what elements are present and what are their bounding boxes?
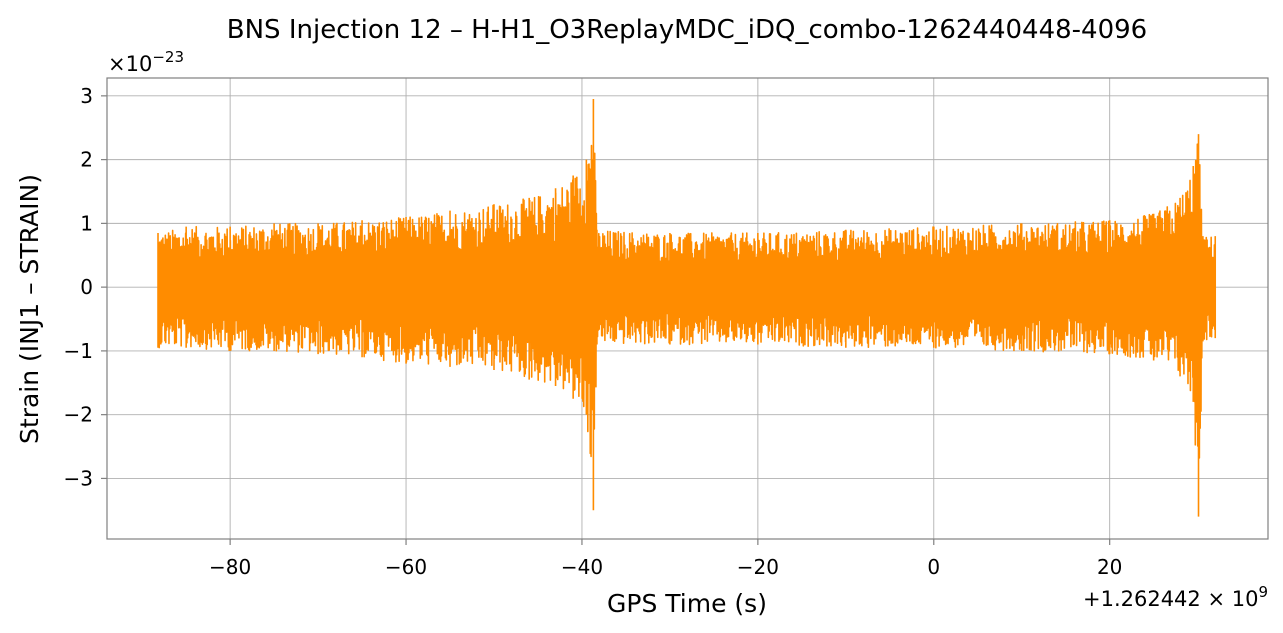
x-offset-base: +1.262442 × 10: [1083, 587, 1258, 611]
y-tick-label: 2: [80, 148, 93, 172]
x-tick-label: 0: [927, 555, 940, 579]
y-tick-label: 3: [80, 84, 93, 108]
chart-title: BNS Injection 12 – H-H1_O3ReplayMDC_iDQ_…: [227, 15, 1147, 45]
y-scale-exponent: −23: [152, 48, 184, 66]
series-layer: [157, 99, 1217, 517]
x-offset-exponent: 9: [1258, 583, 1268, 601]
y-axis-title: Strain (INJ1 – STRAIN): [15, 174, 44, 444]
plot-frame: [106, 77, 1269, 540]
y-tick-label: −1: [64, 339, 93, 363]
strain-series-line: [157, 99, 1217, 517]
y-axis: 3 2 1 0 −1 −2 −3: [64, 84, 107, 490]
y-tick-label: −2: [64, 403, 93, 427]
y-tick-label: 0: [80, 275, 93, 299]
x-axis-title: GPS Time (s): [607, 589, 767, 618]
x-tick-label: 20: [1097, 555, 1122, 579]
y-scale-base: ×10: [108, 52, 152, 76]
x-axis: −80 −60 −40 −20 0 20: [209, 539, 1122, 579]
x-tick-label: −20: [737, 555, 779, 579]
x-tick-label: −80: [209, 555, 251, 579]
x-tick-label: −60: [385, 555, 427, 579]
y-tick-label: −3: [64, 466, 93, 490]
x-tick-label: −40: [561, 555, 603, 579]
x-offset-label: +1.262442 × 109: [1083, 583, 1268, 611]
y-tick-label: 1: [80, 211, 93, 235]
y-scale-label: ×10−23: [108, 48, 184, 76]
